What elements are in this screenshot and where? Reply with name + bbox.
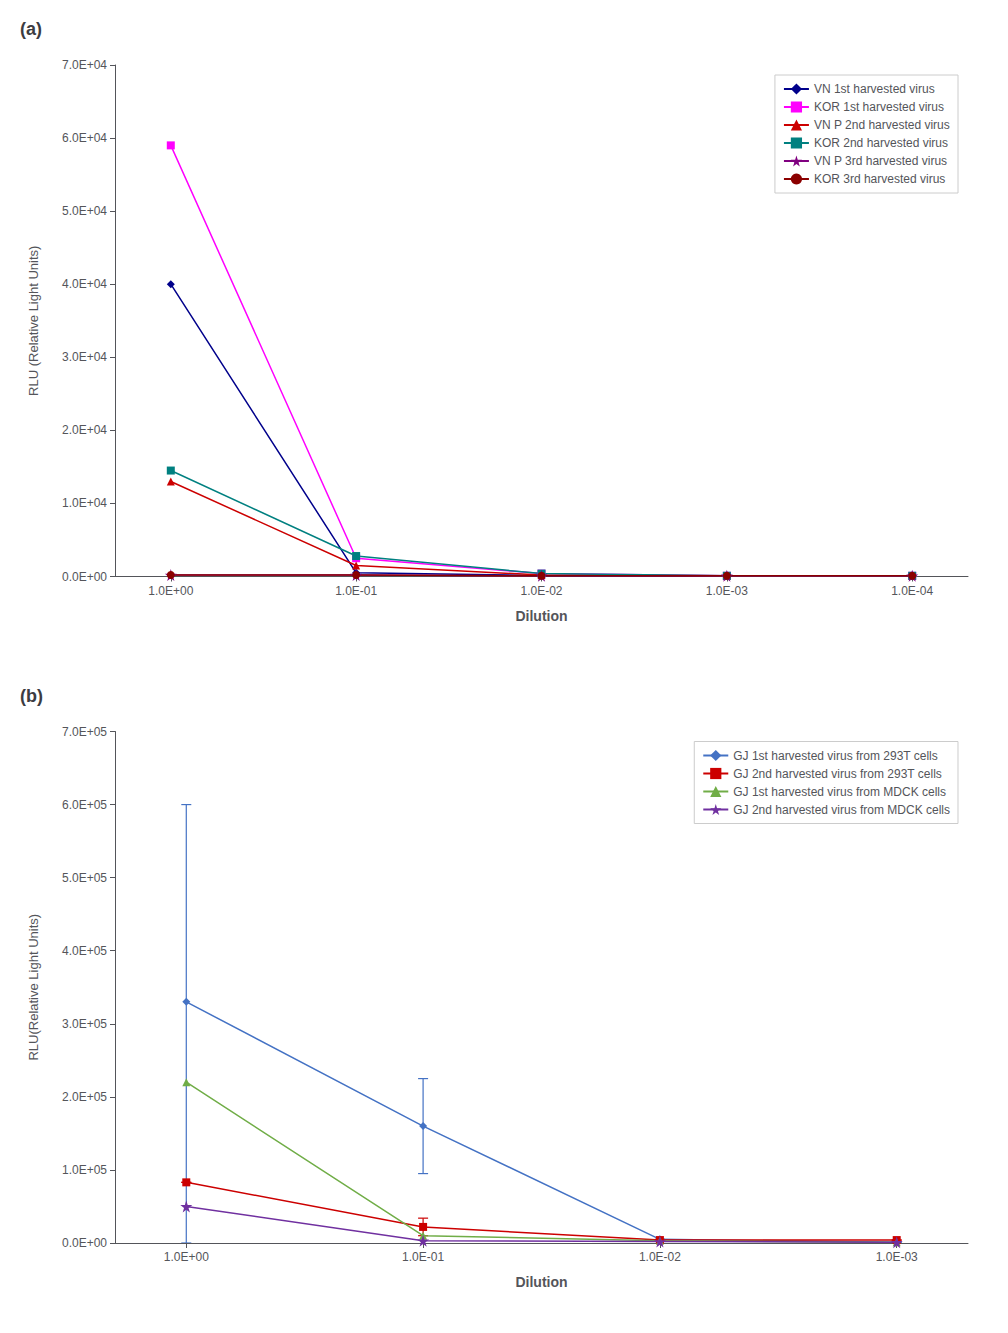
svg-text:KOR 3rd harvested virus: KOR 3rd harvested virus — [814, 172, 945, 186]
svg-text:VN P 3rd harvested virus: VN P 3rd harvested virus — [814, 154, 947, 168]
svg-text:1.0E-02: 1.0E-02 — [639, 1250, 681, 1264]
svg-text:7.0E+04: 7.0E+04 — [62, 58, 107, 72]
svg-text:4.0E+05: 4.0E+05 — [62, 944, 107, 958]
svg-text:1.0E+04: 1.0E+04 — [62, 496, 107, 510]
svg-text:1.0E-01: 1.0E-01 — [402, 1250, 444, 1264]
svg-text:KOR 1st harvested virus: KOR 1st harvested virus — [814, 100, 944, 114]
svg-text:5.0E+04: 5.0E+04 — [62, 204, 107, 218]
svg-text:RLU(Relative Light Units): RLU(Relative Light Units) — [26, 914, 41, 1061]
svg-text:GJ 1st harvested virus from 29: GJ 1st harvested virus from 293T cells — [733, 749, 938, 763]
svg-text:GJ 2nd harvested virus from MD: GJ 2nd harvested virus from MDCK cells — [733, 803, 950, 817]
svg-text:1.0E-04: 1.0E-04 — [891, 584, 933, 598]
svg-text:1.0E-03: 1.0E-03 — [876, 1250, 918, 1264]
svg-text:7.0E+05: 7.0E+05 — [62, 725, 107, 739]
svg-text:1.0E-01: 1.0E-01 — [335, 584, 377, 598]
svg-text:1.0E-03: 1.0E-03 — [706, 584, 748, 598]
svg-text:VN 1st harvested virus: VN 1st harvested virus — [814, 82, 935, 96]
svg-text:2.0E+04: 2.0E+04 — [62, 423, 107, 437]
svg-text:(b): (b) — [20, 686, 43, 706]
svg-text:1.0E+00: 1.0E+00 — [164, 1250, 209, 1264]
svg-text:VN P 2nd harvested virus: VN P 2nd harvested virus — [814, 118, 950, 132]
svg-text:GJ 1st harvested virus from MD: GJ 1st harvested virus from MDCK cells — [733, 785, 946, 799]
svg-text:(a): (a) — [20, 19, 42, 39]
svg-text:3.0E+04: 3.0E+04 — [62, 350, 107, 364]
svg-text:6.0E+04: 6.0E+04 — [62, 131, 107, 145]
svg-text:1.0E-02: 1.0E-02 — [520, 584, 562, 598]
svg-text:1.0E+05: 1.0E+05 — [62, 1163, 107, 1177]
svg-text:5.0E+05: 5.0E+05 — [62, 871, 107, 885]
svg-text:GJ 2nd harvested virus from 29: GJ 2nd harvested virus from 293T cells — [733, 767, 942, 781]
svg-text:Dilution: Dilution — [515, 608, 567, 624]
svg-text:4.0E+04: 4.0E+04 — [62, 277, 107, 291]
svg-text:3.0E+05: 3.0E+05 — [62, 1017, 107, 1031]
svg-text:RLU (Relative Light Units): RLU (Relative Light Units) — [26, 246, 41, 396]
svg-text:6.0E+05: 6.0E+05 — [62, 798, 107, 812]
svg-text:1.0E+00: 1.0E+00 — [148, 584, 193, 598]
svg-text:KOR 2nd harvested virus: KOR 2nd harvested virus — [814, 136, 948, 150]
svg-text:2.0E+05: 2.0E+05 — [62, 1090, 107, 1104]
svg-text:0.0E+00: 0.0E+00 — [62, 570, 107, 584]
svg-text:0.0E+00: 0.0E+00 — [62, 1236, 107, 1250]
svg-text:Dilution: Dilution — [515, 1274, 567, 1290]
